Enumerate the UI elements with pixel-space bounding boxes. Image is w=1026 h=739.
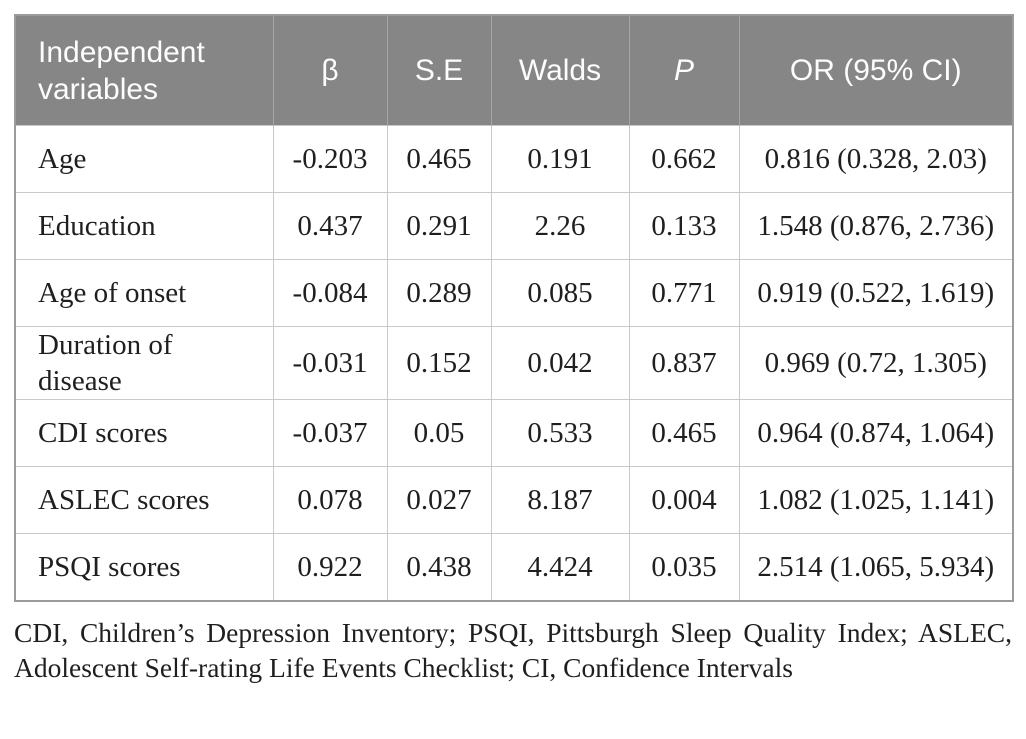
table-row: Duration of disease -0.031 0.152 0.042 0.837… [14, 326, 1014, 400]
value-cell: 0.919 (0.522, 1.619) [738, 259, 1014, 327]
value-cell: 0.816 (0.328, 2.03) [738, 125, 1014, 193]
value-cell: 0.438 [386, 533, 492, 602]
value-cell: 2.26 [490, 192, 630, 260]
value-cell: 0.035 [628, 533, 740, 602]
value-cell: 0.133 [628, 192, 740, 260]
table-footnote: CDI, Children’s Depression Inventory; PS… [14, 617, 1012, 683]
row-label-cell: Education [14, 192, 274, 260]
value-cell: 2.514 (1.065, 5.934) [738, 533, 1014, 602]
value-cell: 0.004 [628, 466, 740, 534]
value-cell: -0.084 [272, 259, 388, 327]
value-cell: 0.289 [386, 259, 492, 327]
value-cell: 0.078 [272, 466, 388, 534]
value-cell: 0.027 [386, 466, 492, 534]
row-label-cell: CDI scores [14, 399, 274, 467]
column-header-or-ci: OR (95% CI) [738, 15, 1013, 126]
value-cell: 0.465 [386, 125, 492, 193]
value-cell: 0.533 [490, 399, 630, 467]
row-label-cell: Duration of disease [14, 326, 274, 400]
value-cell: 0.437 [272, 192, 388, 260]
value-cell: 0.922 [272, 533, 388, 602]
value-cell: 0.662 [628, 125, 740, 193]
table-row: CDI scores -0.037 0.05 0.533 0.465 0.964 (0.8… [14, 399, 1014, 467]
table-row: Education 0.437 0.291 2.26 0.133 1.548 (0.876… [14, 192, 1014, 260]
table-body: Age -0.203 0.465 0.191 0.662 0.816 (0.328, 2.… [14, 125, 1014, 602]
value-cell: 1.082 (1.025, 1.141) [738, 466, 1014, 534]
page: Independent variables β S.E Walds P OR (… [14, 14, 1014, 683]
column-header-independent-variables: Independent variables [15, 15, 273, 126]
value-cell: 0.152 [386, 326, 492, 400]
value-cell: 1.548 (0.876, 2.736) [738, 192, 1014, 260]
value-cell: 4.424 [490, 533, 630, 602]
regression-results-table: Independent variables β S.E Walds P OR (… [14, 14, 1014, 602]
value-cell: 0.969 (0.72, 1.305) [738, 326, 1014, 400]
value-cell: 0.042 [490, 326, 630, 400]
value-cell: 8.187 [490, 466, 630, 534]
row-label-cell: Age [14, 125, 274, 193]
value-cell: 0.837 [628, 326, 740, 400]
value-cell: 0.465 [628, 399, 740, 467]
column-header-p: P [628, 15, 739, 126]
table-row: ASLEC scores 0.078 0.027 8.187 0.004 1.082 (1… [14, 466, 1014, 534]
value-cell: -0.031 [272, 326, 388, 400]
header-row: Independent variables β S.E Walds P OR (… [15, 15, 1013, 126]
table-row: PSQI scores 0.922 0.438 4.424 0.035 2.514 (1.… [14, 533, 1014, 602]
table-row: Age -0.203 0.465 0.191 0.662 0.816 (0.328, 2.… [14, 125, 1014, 193]
value-cell: 0.771 [628, 259, 740, 327]
column-header-walds: Walds [490, 15, 629, 126]
value-cell: 0.191 [490, 125, 630, 193]
value-cell: 0.05 [386, 399, 492, 467]
row-label-cell: ASLEC scores [14, 466, 274, 534]
column-header-se: S.E [386, 15, 491, 126]
value-cell: -0.203 [272, 125, 388, 193]
table-header: Independent variables β S.E Walds P OR (… [15, 15, 1013, 126]
value-cell: 0.085 [490, 259, 630, 327]
value-cell: -0.037 [272, 399, 388, 467]
value-cell: 0.964 (0.874, 1.064) [738, 399, 1014, 467]
table-row: Age of onset -0.084 0.289 0.085 0.771 0.919 (… [14, 259, 1014, 327]
row-label-cell: PSQI scores [14, 533, 274, 602]
row-label-cell: Age of onset [14, 259, 274, 327]
column-header-beta: β [272, 15, 387, 126]
value-cell: 0.291 [386, 192, 492, 260]
